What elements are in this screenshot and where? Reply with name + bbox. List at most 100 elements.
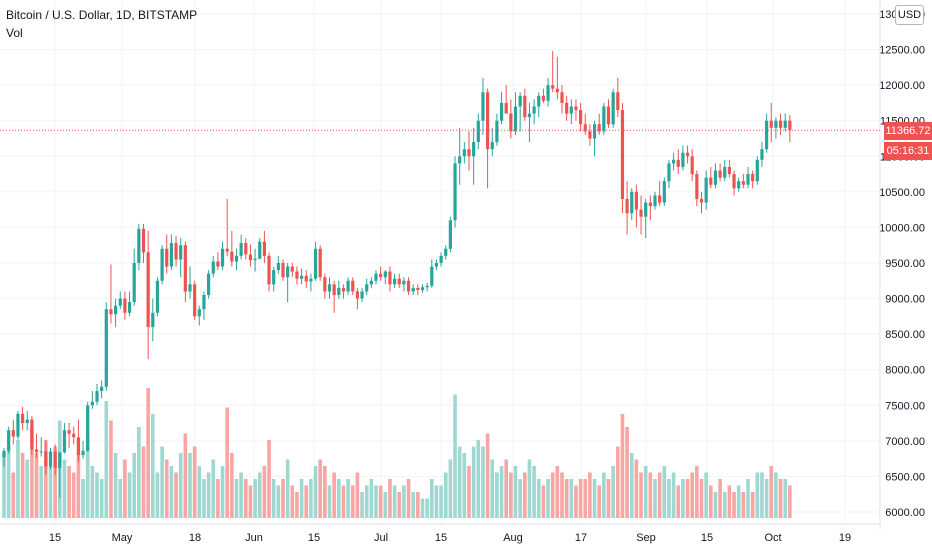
volume-bar [220, 466, 225, 518]
volume-bar [364, 485, 369, 518]
price-tick-label: 6500.00 [885, 471, 925, 483]
candle-body [611, 92, 615, 125]
candle-body [183, 245, 187, 292]
volume-bar [304, 485, 309, 518]
volume-bar [392, 485, 397, 518]
candle-body [374, 273, 378, 281]
price-tick-label: 7000.00 [885, 436, 925, 448]
volume-bar [164, 459, 169, 518]
candle-body [67, 430, 71, 434]
volume-bar [202, 479, 206, 518]
volume-bar [6, 446, 11, 518]
volume-bar [667, 479, 671, 518]
candle-body [685, 152, 690, 157]
volume-bar [690, 472, 694, 518]
candle-body [21, 413, 25, 424]
volume-bar [532, 466, 536, 518]
candle-body [109, 309, 113, 315]
candle-body [286, 266, 290, 278]
candle-body [588, 131, 592, 139]
volume-bar [253, 479, 257, 518]
volume-bar [118, 479, 123, 518]
volume-bar [755, 472, 760, 518]
volume-bar [643, 466, 648, 518]
volume-bar [262, 466, 267, 518]
volume-bar [90, 466, 95, 518]
volume-bar [355, 472, 360, 518]
candle-body [760, 149, 764, 160]
volume-bar [137, 427, 141, 518]
candle-body [295, 271, 299, 279]
volume-bar [206, 472, 211, 518]
candle-body [662, 181, 666, 203]
volume-bar [425, 498, 429, 518]
candle-body [397, 278, 401, 285]
volume-bar [104, 401, 109, 518]
candle-body [207, 273, 211, 296]
candle-body [100, 386, 104, 392]
volume-bar [513, 466, 518, 518]
candle-body [690, 156, 694, 175]
volume-bar [360, 492, 364, 518]
volume-bar [560, 472, 564, 518]
volume-bar [536, 479, 541, 518]
volume-legend[interactable]: Vol [6, 26, 23, 40]
volume-bar [788, 485, 792, 518]
candle-body [718, 170, 722, 178]
volume-bar [411, 492, 415, 518]
time-tick-label: Sep [636, 532, 656, 544]
volume-bar [439, 485, 443, 518]
candle-body [727, 166, 731, 175]
time-tick-label: Aug [503, 532, 523, 544]
volume-bar [434, 485, 439, 518]
volume-bar [95, 472, 99, 518]
candle-body [504, 102, 508, 114]
volume-bar [685, 479, 690, 518]
volume-bar [778, 479, 783, 518]
volume-bar [327, 485, 332, 518]
candle-body [179, 245, 183, 260]
price-tick-label: 9500.00 [885, 258, 925, 270]
volume-bar [490, 459, 495, 518]
candle-body [634, 191, 638, 210]
volume-bar [230, 453, 234, 518]
price-axis[interactable]: 6000.00 6500.00 7000.00 7500.00 8000.00 8500.… [879, 0, 925, 530]
volume-bar [123, 459, 127, 518]
volume-bar [341, 485, 346, 518]
volume-bar [53, 446, 57, 518]
candle-body [327, 284, 332, 292]
candle-body [579, 110, 583, 125]
candle-body [411, 287, 415, 292]
currency-button[interactable]: USD [895, 5, 924, 25]
candle-body [146, 252, 150, 328]
volume-bar [178, 453, 183, 518]
candle-body [393, 278, 397, 285]
volume-bar [85, 433, 90, 518]
candle-body [713, 170, 718, 185]
candle-body [765, 120, 769, 150]
candle-body [123, 298, 127, 313]
candle-body [592, 124, 597, 139]
candle-body [639, 209, 643, 217]
volume-bar [569, 479, 574, 518]
time-axis[interactable]: 15 May 18 Jun 15 Jul 15 Aug 17 Sep 15 Oct 19 [0, 523, 880, 544]
candle-body [509, 113, 513, 132]
candle-body [39, 451, 43, 453]
candle-body [676, 159, 680, 167]
volume-bar [648, 472, 653, 518]
candlestick-series [2, 50, 792, 498]
candle-body [425, 285, 429, 288]
volume-bar [285, 459, 290, 518]
candle-body [272, 270, 276, 285]
symbol-title[interactable]: Bitcoin / U.S. Dollar, 1D, BITSTAMP [6, 8, 198, 22]
time-tick-label: Oct [764, 532, 781, 544]
candle-body [7, 430, 11, 451]
volume-bar [132, 453, 136, 518]
candle-body [258, 241, 262, 259]
volume-bar [25, 459, 30, 518]
volume-bar [704, 472, 708, 518]
volume-bar [471, 446, 476, 518]
candle-body [16, 413, 20, 437]
candle-body [546, 85, 550, 101]
